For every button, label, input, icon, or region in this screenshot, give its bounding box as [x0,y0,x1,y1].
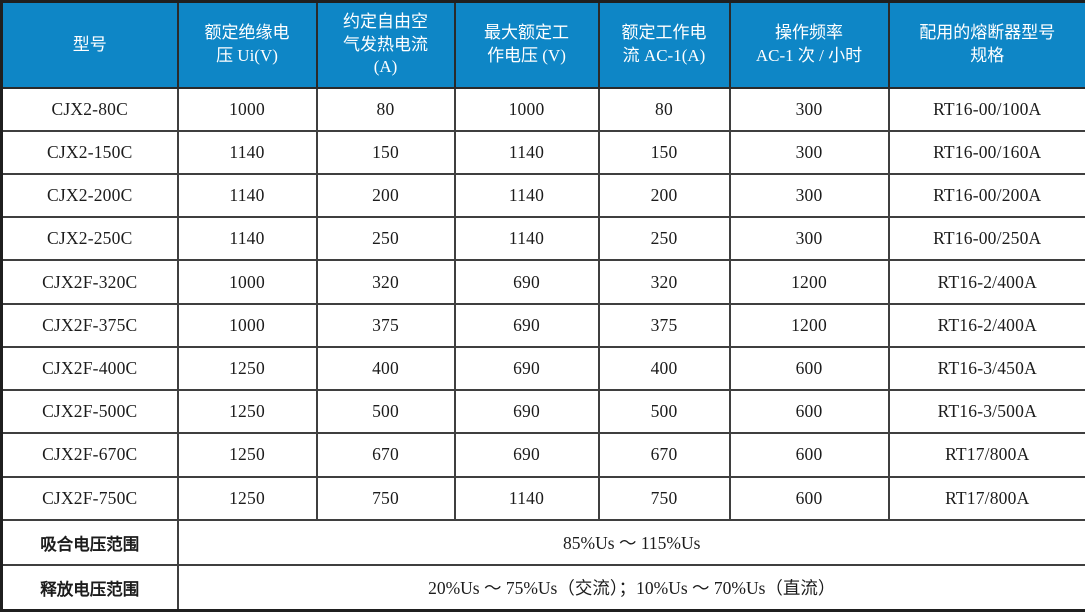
cell-value: 1200 [728,302,890,348]
cell-value: 300 [728,129,890,175]
cell-value: 1140 [453,475,600,521]
cell-value: 80 [597,86,731,132]
cell-model: CJX2F-500C [0,389,179,435]
cell-fuse: RT16-3/500A [887,389,1085,435]
cell-fuse: RT16-00/250A [887,216,1085,262]
cell-value: 690 [453,302,600,348]
cell-value: 600 [728,345,890,392]
header-row: 型号 额定绝缘电 压 Ui(V) 约定自由空 气发热电流 (A) 最大额定工 作… [0,0,1085,89]
cell-fuse: RT16-00/160A [887,129,1085,175]
cell-value: 200 [597,172,731,219]
cell-value: 400 [597,345,731,392]
cell-value: 80 [315,86,456,132]
cell-value: 400 [315,345,456,392]
table-row: CJX2F-375C 1000 375 690 375 1200 RT16-2/… [0,302,1085,348]
cell-value: 150 [597,129,731,175]
cell-fuse: RT16-00/200A [887,172,1085,219]
footer-label-pickup-voltage-range: 吸合电压范围 [0,518,179,567]
table-row: CJX2-200C 1140 200 1140 200 300 RT16-00/… [0,172,1085,219]
table-row: CJX2-80C 1000 80 1000 80 300 RT16-00/100… [0,86,1085,132]
cell-model: CJX2F-750C [0,475,179,521]
footer-row-pickup-voltage: 吸合电压范围 85%Us ～ 115%Us [0,518,1085,567]
header-cell-max-rated-operational-voltage: 最大额定工 作电压 (V) [453,0,600,89]
cell-model: CJX2-150C [0,129,179,175]
cell-value: 300 [728,172,890,219]
cell-value: 600 [728,389,890,435]
cell-value: 670 [597,432,731,478]
footer-value-release-voltage-range: 20%Us ～ 75%Us（交流）；10%Us ～ 70%Us（直流） [176,564,1085,612]
table-row: CJX2F-750C 1250 750 1140 750 600 RT17/80… [0,475,1085,521]
cell-value: 600 [728,475,890,521]
cell-value: 690 [453,389,600,435]
cell-model: CJX2F-670C [0,432,179,478]
header-cell-operating-frequency: 操作频率 AC-1 次 / 小时 [728,0,890,89]
footer-label-release-voltage-range: 释放电压范围 [0,564,179,612]
cell-model: CJX2F-400C [0,345,179,392]
table-row: CJX2F-320C 1000 320 690 320 1200 RT16-2/… [0,259,1085,305]
header-cell-model: 型号 [0,0,179,89]
cell-fuse: RT16-3/450A [887,345,1085,392]
footer-value-pickup-voltage-range: 85%Us ～ 115%Us [176,518,1085,567]
cell-value: 1140 [453,172,600,219]
cell-fuse: RT16-2/400A [887,302,1085,348]
cell-value: 1250 [176,389,318,435]
cell-fuse: RT17/800A [887,432,1085,478]
cell-model: CJX2F-320C [0,259,179,305]
cell-value: 750 [597,475,731,521]
header-cell-rated-insulation-voltage: 额定绝缘电 压 Ui(V) [176,0,318,89]
cell-value: 1140 [176,172,318,219]
cell-value: 250 [597,216,731,262]
cell-value: 250 [315,216,456,262]
cell-fuse: RT16-2/400A [887,259,1085,305]
table-row: CJX2F-500C 1250 500 690 500 600 RT16-3/5… [0,389,1085,435]
table-row: CJX2-250C 1140 250 1140 250 300 RT16-00/… [0,216,1085,262]
table-header: 型号 额定绝缘电 压 Ui(V) 约定自由空 气发热电流 (A) 最大额定工 作… [0,0,1085,89]
cell-value: 1250 [176,432,318,478]
cell-value: 1140 [176,129,318,175]
cell-value: 200 [315,172,456,219]
header-cell-fuse-type-spec: 配用的熔断器型号 规格 [887,0,1085,89]
cell-value: 500 [597,389,731,435]
cell-value: 300 [728,86,890,132]
cell-value: 1250 [176,475,318,521]
table-row: CJX2F-400C 1250 400 690 400 600 RT16-3/4… [0,345,1085,392]
header-cell-free-air-thermal-current: 约定自由空 气发热电流 (A) [315,0,456,89]
cell-fuse: RT17/800A [887,475,1085,521]
table-body: CJX2-80C 1000 80 1000 80 300 RT16-00/100… [0,86,1085,521]
cell-value: 1000 [176,259,318,305]
cell-value: 690 [453,432,600,478]
cell-value: 375 [597,302,731,348]
cell-value: 500 [315,389,456,435]
cell-value: 1140 [176,216,318,262]
cell-value: 1140 [453,129,600,175]
cell-value: 690 [453,259,600,305]
table-row: CJX2-150C 1140 150 1140 150 300 RT16-00/… [0,129,1085,175]
cell-value: 1000 [176,86,318,132]
cell-model: CJX2-200C [0,172,179,219]
cell-fuse: RT16-00/100A [887,86,1085,132]
cell-value: 670 [315,432,456,478]
cell-value: 320 [597,259,731,305]
cell-value: 690 [453,345,600,392]
cell-value: 1140 [453,216,600,262]
cell-value: 1200 [728,259,890,305]
cell-value: 375 [315,302,456,348]
cell-value: 320 [315,259,456,305]
header-cell-rated-operational-current-ac1: 额定工作电 流 AC-1(A) [597,0,731,89]
footer-row-release-voltage: 释放电压范围 20%Us ～ 75%Us（交流）；10%Us ～ 70%Us（直… [0,564,1085,612]
cell-value: 1000 [453,86,600,132]
table-row: CJX2F-670C 1250 670 690 670 600 RT17/800… [0,432,1085,478]
table-footer: 吸合电压范围 85%Us ～ 115%Us 释放电压范围 20%Us ～ 75%… [0,518,1085,612]
cell-value: 600 [728,432,890,478]
cell-value: 150 [315,129,456,175]
cell-model: CJX2F-375C [0,302,179,348]
cell-value: 750 [315,475,456,521]
cell-model: CJX2-80C [0,86,179,132]
cell-value: 300 [728,216,890,262]
cell-value: 1250 [176,345,318,392]
cell-model: CJX2-250C [0,216,179,262]
cell-value: 1000 [176,302,318,348]
